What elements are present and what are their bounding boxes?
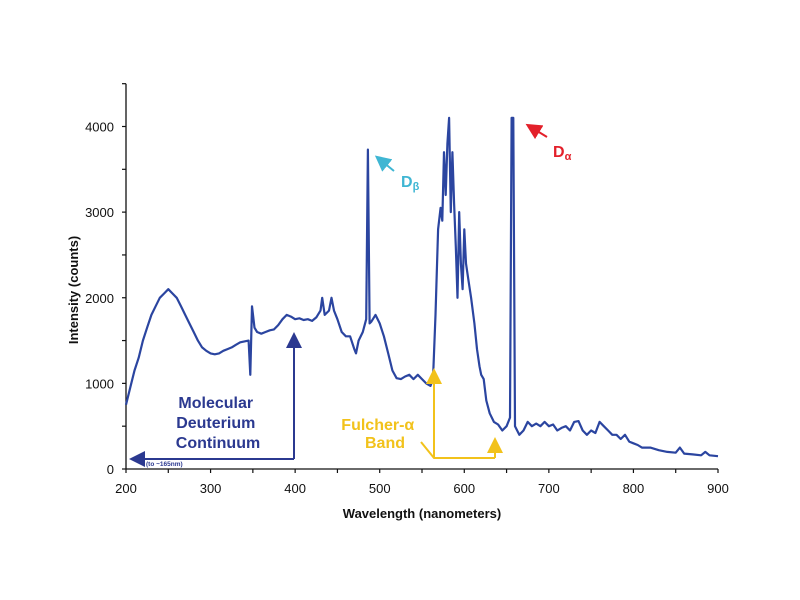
continuum-note: (to ~165nm) — [146, 461, 183, 468]
x-tick-label: 500 — [369, 481, 391, 496]
tick-labels: 200 300 400 500 600 700 800 900 0 1000 2000 3000 400… — [85, 120, 729, 497]
x-tick-label: 400 — [284, 481, 306, 496]
y-tick-label: 1000 — [85, 376, 114, 391]
y-tick-label: 0 — [107, 462, 114, 477]
y-tick-label: 3000 — [85, 205, 114, 220]
d-beta-arrow — [374, 155, 395, 172]
fulcher-label: Fulcher-α Band — [341, 417, 418, 452]
y-tick-label: 2000 — [85, 291, 114, 306]
x-tick-label: 300 — [200, 481, 222, 496]
y-tick-label: 4000 — [85, 120, 114, 135]
fulcher-bracket — [420, 441, 495, 459]
y-axis-label: Intensity (counts) — [66, 236, 81, 344]
x-tick-label: 700 — [538, 481, 560, 496]
d-beta-label: Dβ — [401, 174, 420, 193]
d-alpha-arrow — [525, 123, 548, 140]
d-alpha-label: Dα — [553, 144, 572, 163]
x-tick-label: 900 — [707, 481, 729, 496]
x-tick-label: 600 — [453, 481, 475, 496]
continuum-label: Molecular Deuterium Continuum — [176, 395, 260, 452]
x-tick-label: 800 — [623, 481, 645, 496]
x-axis-label: Wavelength (nanometers) — [343, 506, 501, 521]
x-tick-label: 200 — [115, 481, 137, 496]
